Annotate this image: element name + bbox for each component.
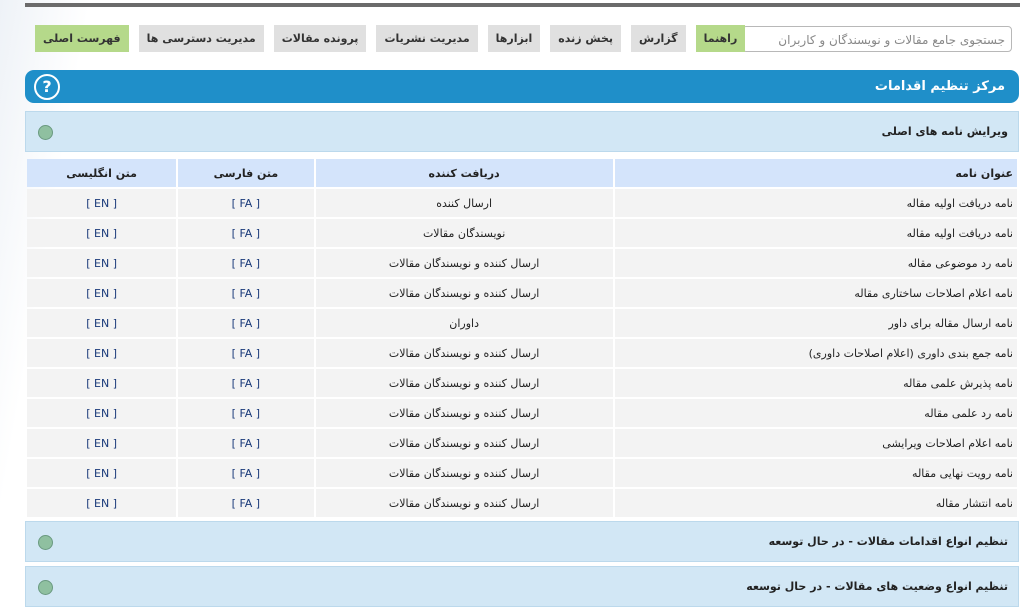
text-link[interactable]: [ FA ] bbox=[178, 429, 314, 457]
table-cell: نامه اعلام اصلاحات ساختاری مقاله bbox=[614, 279, 1017, 307]
column-header: دریافت کننده bbox=[315, 159, 613, 187]
table-cell: نامه رد موضوعی مقاله bbox=[614, 249, 1017, 277]
text-link[interactable]: [ EN ] bbox=[27, 309, 177, 337]
table-row: نامه انتشار مقاله ارسال کننده و نویسندگان… bbox=[27, 489, 1017, 517]
column-header: عنوان نامه bbox=[614, 159, 1017, 187]
section-title: ویرایش نامه های اصلی bbox=[881, 125, 1008, 138]
nav-button[interactable]: مدیریت دسترسی ها bbox=[138, 25, 264, 52]
table-cell: نامه رویت نهایی مقاله bbox=[614, 459, 1017, 487]
table-cell: نامه دریافت اولیه مقاله bbox=[614, 189, 1017, 217]
table-row: نامه دریافت اولیه مقاله نویسندگان مقالات[… bbox=[27, 219, 1017, 247]
nav-button[interactable]: ابزارها bbox=[487, 25, 541, 52]
text-link[interactable]: [ EN ] bbox=[27, 189, 177, 217]
text-link[interactable]: [ EN ] bbox=[27, 279, 177, 307]
text-link[interactable]: [ EN ] bbox=[27, 399, 177, 427]
section-title: تنظیم انواع اقدامات مقالات - در حال توسع… bbox=[768, 535, 1008, 548]
table-cell: ارسال کننده و نویسندگان مقالات bbox=[315, 249, 613, 277]
nav-button[interactable]: پخش زنده bbox=[550, 25, 622, 52]
nav-button[interactable]: گزارش bbox=[631, 25, 686, 52]
text-link[interactable]: [ EN ] bbox=[27, 219, 177, 247]
section-bar[interactable]: ویرایش نامه های اصلی bbox=[25, 111, 1019, 152]
section-icon[interactable] bbox=[38, 580, 53, 595]
text-link[interactable]: [ EN ] bbox=[27, 339, 177, 367]
table-cell: نامه ارسال مقاله برای داور bbox=[614, 309, 1017, 337]
table-cell: ارسال کننده bbox=[315, 189, 613, 217]
top-bar bbox=[25, 3, 1020, 7]
table-cell: ارسال کننده و نویسندگان مقالات bbox=[315, 279, 613, 307]
table-cell: ارسال کننده و نویسندگان مقالات bbox=[315, 339, 613, 367]
section-icon[interactable] bbox=[38, 535, 53, 550]
column-header: متن فارسی bbox=[178, 159, 314, 187]
letters-table: عنوان نامه دریافت کننده متن فارسی متن انگلی… bbox=[25, 157, 1019, 519]
table-row: نامه رویت نهایی مقاله ارسال کننده و نویسن… bbox=[27, 459, 1017, 487]
column-header: متن انگلیسی bbox=[27, 159, 177, 187]
nav-menu: فهرست اصلی مدیریت دسترسی ها پرونده مقالات م… bbox=[35, 25, 746, 52]
text-link[interactable]: [ FA ] bbox=[178, 399, 314, 427]
table-row: نامه جمع بندی داوری (اعلام اصلاحات داوری… bbox=[27, 339, 1017, 367]
table-cell: ارسال کننده و نویسندگان مقالات bbox=[315, 369, 613, 397]
section-bar[interactable]: تنظیم انواع اقدامات مقالات - در حال توسع… bbox=[25, 521, 1019, 562]
text-link[interactable]: [ FA ] bbox=[178, 219, 314, 247]
text-link[interactable]: [ EN ] bbox=[27, 429, 177, 457]
section-bar[interactable]: تنظیم انواع وضعیت های مقالات - در حال تو… bbox=[25, 566, 1019, 607]
section-title: تنظیم انواع وضعیت های مقالات - در حال تو… bbox=[746, 580, 1008, 593]
table-row: نامه رد علمی مقاله ارسال کننده و نویسندگا… bbox=[27, 399, 1017, 427]
text-link[interactable]: [ FA ] bbox=[178, 279, 314, 307]
text-link[interactable]: [ FA ] bbox=[178, 249, 314, 277]
table-cell: نویسندگان مقالات bbox=[315, 219, 613, 247]
text-link[interactable]: [ FA ] bbox=[178, 309, 314, 337]
table-row: نامه پذیرش علمی مقاله ارسال کننده و نویسن… bbox=[27, 369, 1017, 397]
table-cell: داوران bbox=[315, 309, 613, 337]
table-row: نامه اعلام اصلاحات ساختاری مقاله ارسال کن… bbox=[27, 279, 1017, 307]
header-title: مرکز تنظیم اقدامات bbox=[874, 79, 1005, 94]
table-cell: ارسال کننده و نویسندگان مقالات bbox=[315, 459, 613, 487]
table-cell: ارسال کننده و نویسندگان مقالات bbox=[315, 429, 613, 457]
help-button[interactable]: ? bbox=[34, 74, 60, 100]
text-link[interactable]: [ FA ] bbox=[178, 489, 314, 517]
text-link[interactable]: [ EN ] bbox=[27, 489, 177, 517]
nav-button[interactable]: فهرست اصلی bbox=[35, 25, 129, 52]
nav-button[interactable]: راهنما bbox=[695, 25, 746, 52]
page-header: مرکز تنظیم اقدامات ? bbox=[25, 70, 1019, 103]
table-cell: نامه دریافت اولیه مقاله bbox=[614, 219, 1017, 247]
table-row: نامه رد موضوعی مقاله ارسال کننده و نویسند… bbox=[27, 249, 1017, 277]
table-cell: نامه پذیرش علمی مقاله bbox=[614, 369, 1017, 397]
table-cell: نامه رد علمی مقاله bbox=[614, 399, 1017, 427]
text-link[interactable]: [ EN ] bbox=[27, 459, 177, 487]
table-cell: ارسال کننده و نویسندگان مقالات bbox=[315, 489, 613, 517]
search-box[interactable]: جستجوی جامع مقالات و نویسندگان و کاربران bbox=[742, 26, 1012, 52]
text-link[interactable]: [ FA ] bbox=[178, 339, 314, 367]
text-link[interactable]: [ FA ] bbox=[178, 189, 314, 217]
table-cell: نامه انتشار مقاله bbox=[614, 489, 1017, 517]
text-link[interactable]: [ EN ] bbox=[27, 249, 177, 277]
table-row: نامه دریافت اولیه مقاله ارسال کننده[ FA ]… bbox=[27, 189, 1017, 217]
table-cell: نامه جمع بندی داوری (اعلام اصلاحات داوری… bbox=[614, 339, 1017, 367]
section-icon[interactable] bbox=[38, 125, 53, 140]
table-cell: نامه اعلام اصلاحات ویرایشی bbox=[614, 429, 1017, 457]
table-row: نامه اعلام اصلاحات ویرایشی ارسال کننده و … bbox=[27, 429, 1017, 457]
nav-button[interactable]: پرونده مقالات bbox=[273, 25, 367, 52]
text-link[interactable]: [ FA ] bbox=[178, 369, 314, 397]
text-link[interactable]: [ FA ] bbox=[178, 459, 314, 487]
table-row: نامه ارسال مقاله برای داور داوران[ FA ][ … bbox=[27, 309, 1017, 337]
text-link[interactable]: [ EN ] bbox=[27, 369, 177, 397]
nav-button[interactable]: مدیریت نشریات bbox=[376, 25, 478, 52]
table-cell: ارسال کننده و نویسندگان مقالات bbox=[315, 399, 613, 427]
